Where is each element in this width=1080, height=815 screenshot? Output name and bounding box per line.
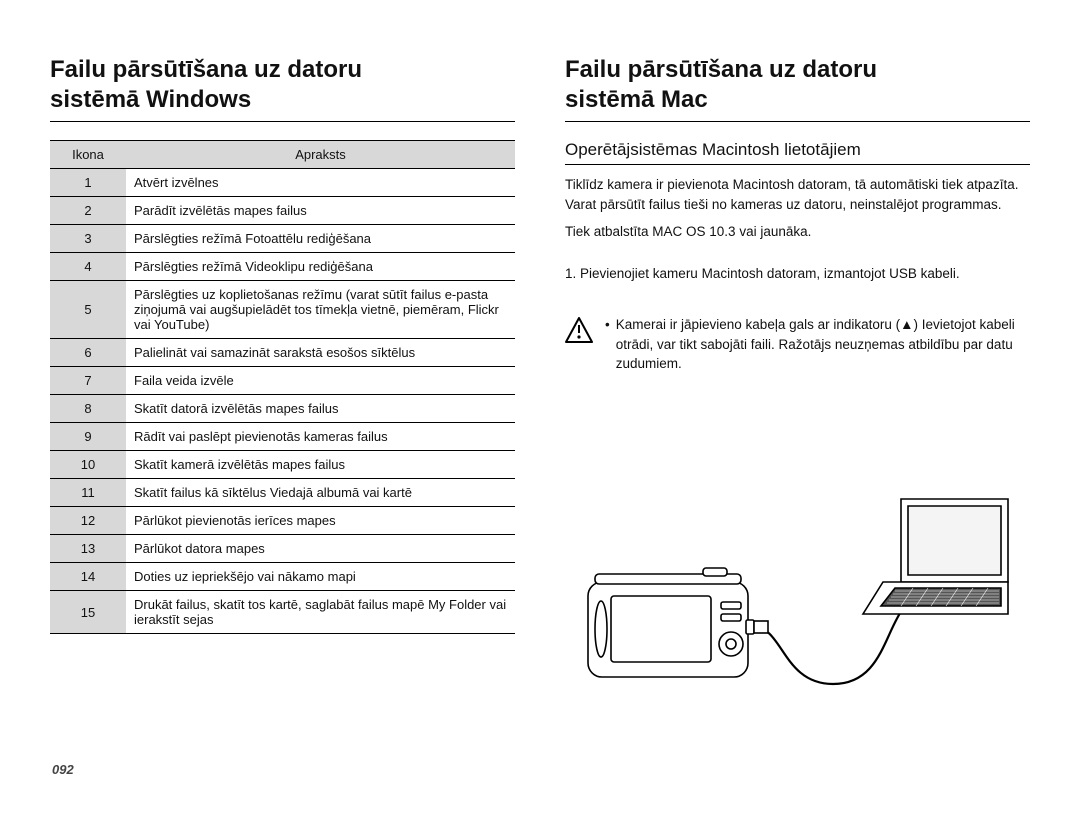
table-row: 1Atvērt izvēlnes <box>50 169 515 197</box>
table-row: 2Parādīt izvēlētās mapes failus <box>50 197 515 225</box>
right-subheading: Operētājsistēmas Macintosh lietotājiem <box>565 140 1030 165</box>
left-heading-line2: sistēmā Windows <box>50 86 251 113</box>
table-row: 6Palielināt vai samazināt sarakstā esošo… <box>50 339 515 367</box>
table-row: 3Pārslēgties režīmā Fotoattēlu rediģēšan… <box>50 225 515 253</box>
right-heading: Failu pārsūtīšana uz datoru sistēmā Mac <box>565 55 1030 122</box>
left-heading-line1: Failu pārsūtīšana uz datoru <box>50 56 362 83</box>
description-table: Ikona Apraksts 1Atvērt izvēlnes 2Parādīt… <box>50 140 515 634</box>
table-row: 8Skatīt datorā izvēlētās mapes failus <box>50 395 515 423</box>
table-row: 14Doties uz iepriekšējo vai nākamo mapi <box>50 563 515 591</box>
table-row: 5Pārslēgties uz koplietošanas režīmu (va… <box>50 281 515 339</box>
right-heading-line1: Failu pārsūtīšana uz datoru <box>565 56 877 83</box>
table-row: 4Pārslēgties režīmā Videoklipu rediģēšan… <box>50 253 515 281</box>
page-number: 092 <box>52 762 74 777</box>
right-para1: Tiklīdz kamera ir pievienota Macintosh d… <box>565 175 1030 214</box>
right-column: Failu pārsūtīšana uz datoru sistēmā Mac … <box>565 55 1030 785</box>
table-row: 11Skatīt failus kā sīktēlus Viedajā albu… <box>50 479 515 507</box>
warning-icon <box>565 317 593 374</box>
left-heading: Failu pārsūtīšana uz datoru sistēmā Wind… <box>50 55 515 122</box>
right-step1: 1. Pievienojiet kameru Macintosh datoram… <box>565 264 1030 284</box>
right-para2: Tiek atbalstīta MAC OS 10.3 vai jaunāka. <box>565 222 1030 242</box>
right-heading-line2: sistēmā Mac <box>565 86 708 113</box>
table-row: 12Pārlūkot pievienotās ierīces mapes <box>50 507 515 535</box>
table-row: 15Drukāt failus, skatīt tos kartē, sagla… <box>50 591 515 634</box>
warning-block: • Kamerai ir jāpievieno kabeļa gals ar i… <box>565 315 1030 374</box>
th-icon: Ikona <box>50 141 126 169</box>
table-row: 10Skatīt kamerā izvēlētās mapes failus <box>50 451 515 479</box>
table-row: 13Pārlūkot datora mapes <box>50 535 515 563</box>
left-column: Failu pārsūtīšana uz datoru sistēmā Wind… <box>50 55 515 785</box>
warning-text-row: • Kamerai ir jāpievieno kabeļa gals ar i… <box>605 315 1030 374</box>
connection-illustration <box>565 404 1030 785</box>
warning-bullet: • <box>605 315 610 374</box>
warning-text: Kamerai ir jāpievieno kabeļa gals ar ind… <box>616 315 1030 374</box>
table-row: 7Faila veida izvēle <box>50 367 515 395</box>
th-desc: Apraksts <box>126 141 515 169</box>
table-row: 9Rādīt vai paslēpt pievienotās kameras f… <box>50 423 515 451</box>
